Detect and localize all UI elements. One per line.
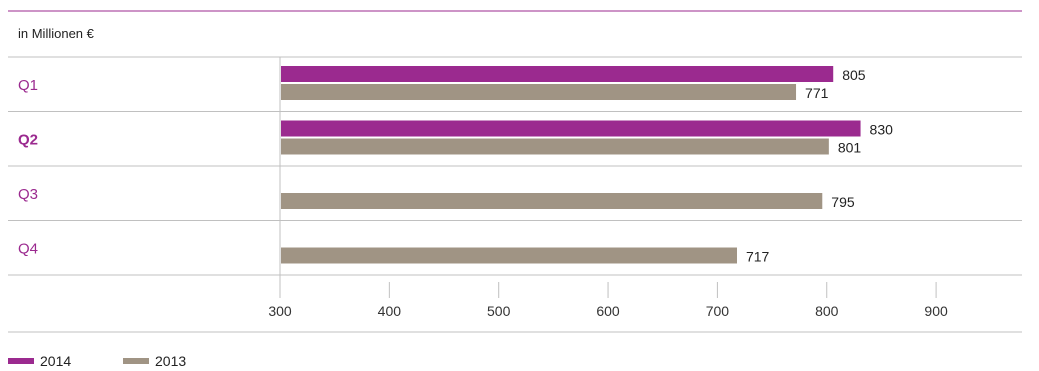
data-label-2013-q1: 771 xyxy=(805,85,829,101)
category-label-q1: Q1 xyxy=(18,77,38,94)
data-label-2013-q3: 795 xyxy=(831,194,855,210)
legend-label-2014: 2014 xyxy=(40,353,71,369)
bar-2013-q3 xyxy=(281,193,823,209)
data-label-2013-q2: 801 xyxy=(838,140,862,156)
legend-swatch-2014 xyxy=(8,358,34,364)
legend-label-2013: 2013 xyxy=(155,353,186,369)
data-label-2014-q2: 830 xyxy=(870,122,894,138)
x-axis: 300 400 500 600 700 800 900 xyxy=(268,57,948,319)
bar-2013-q2 xyxy=(281,138,829,155)
data-label-2013-q4: 717 xyxy=(746,249,770,265)
bars: 805 771 830 801 795 717 xyxy=(281,66,893,265)
x-tick-label-600: 600 xyxy=(596,303,620,319)
legend: 2014 2013 xyxy=(8,353,186,369)
x-tick-label-400: 400 xyxy=(378,303,402,319)
category-label-q2: Q2 xyxy=(18,132,38,149)
bar-2014-q1 xyxy=(281,66,834,82)
data-label-2014-q1: 805 xyxy=(842,67,866,83)
x-tick-label-900: 900 xyxy=(924,303,948,319)
legend-swatch-2013 xyxy=(123,358,149,364)
bar-2014-q2 xyxy=(281,120,861,137)
bar-2013-q1 xyxy=(281,84,797,100)
x-tick-label-500: 500 xyxy=(487,303,511,319)
category-label-q4: Q4 xyxy=(18,241,38,258)
category-label-q3: Q3 xyxy=(18,186,38,203)
x-tick-label-800: 800 xyxy=(815,303,839,319)
bar-2013-q4 xyxy=(281,247,737,264)
x-tick-label-300: 300 xyxy=(268,303,292,319)
x-tick-label-700: 700 xyxy=(706,303,730,319)
category-rows: Q1 Q2 Q3 Q4 xyxy=(8,56,1022,276)
unit-label: in Millionen € xyxy=(18,26,95,41)
